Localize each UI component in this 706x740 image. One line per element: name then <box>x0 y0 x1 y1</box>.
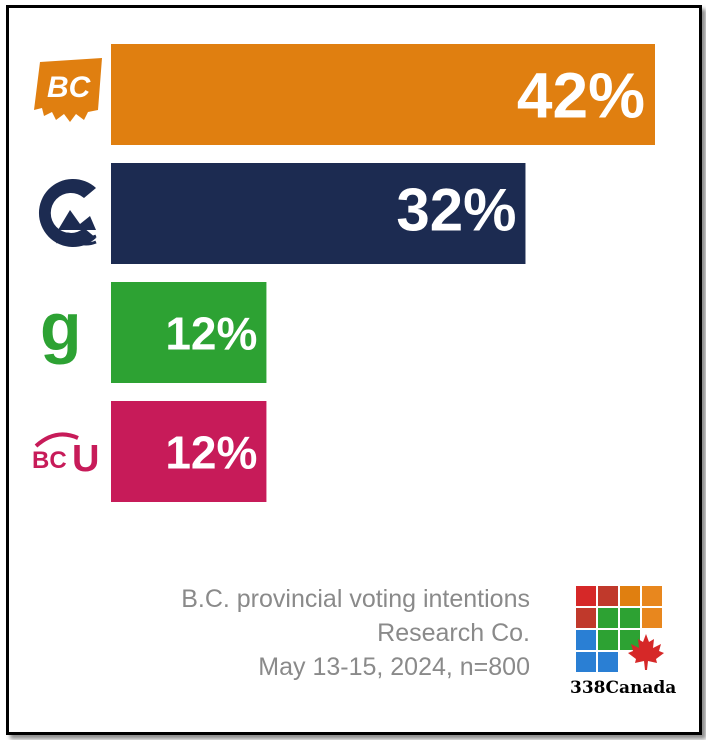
chart-caption: B.C. provincial voting intentions Resear… <box>181 582 530 684</box>
svg-text:U: U <box>72 438 99 480</box>
brand-grid-cell <box>620 586 640 606</box>
brand-grid-cell <box>576 586 596 606</box>
brand-grid-cell <box>620 608 640 628</box>
bar-value-label-4: 12% <box>165 427 257 479</box>
brand-grid-cell <box>598 630 618 650</box>
bar-2 <box>111 163 526 264</box>
bar-4 <box>111 401 267 502</box>
svg-text:BC: BC <box>47 71 92 104</box>
brand-grid-cell <box>576 630 596 650</box>
svg-text:g: g <box>40 289 82 365</box>
brand-grid-cell <box>598 586 618 606</box>
brand-grid-icon <box>576 586 662 672</box>
caption-dates-sample: May 13-15, 2024, n=800 <box>258 653 530 681</box>
brand-grid-cell <box>642 586 662 606</box>
conservative-logo-icon <box>38 179 97 247</box>
brand-grid-cell <box>598 652 618 672</box>
brand-grid-cell <box>598 608 618 628</box>
bar-value-label-2: 32% <box>396 177 516 244</box>
maple-leaf-icon <box>628 634 664 670</box>
brand-grid-cell <box>576 652 596 672</box>
bar-value-label-3: 12% <box>165 308 257 360</box>
brand-name: 338Canada <box>570 678 677 698</box>
brand-logo: 338Canada <box>570 586 680 702</box>
caption-pollster: Research Co. <box>377 619 530 647</box>
brand-grid-cell <box>576 608 596 628</box>
brand-grid-cell <box>642 608 662 628</box>
bar-3 <box>111 282 267 383</box>
green-g-logo-icon: g <box>40 289 82 365</box>
bar-value-label-1: 42% <box>517 60 645 132</box>
bc-logo-icon: BC <box>34 58 102 122</box>
svg-text:BC: BC <box>32 447 67 474</box>
bar-1 <box>111 44 655 145</box>
bcu-logo-icon: BC U <box>32 432 99 480</box>
brand-grid-cell <box>620 630 640 650</box>
caption-title: B.C. provincial voting intentions <box>181 585 530 613</box>
